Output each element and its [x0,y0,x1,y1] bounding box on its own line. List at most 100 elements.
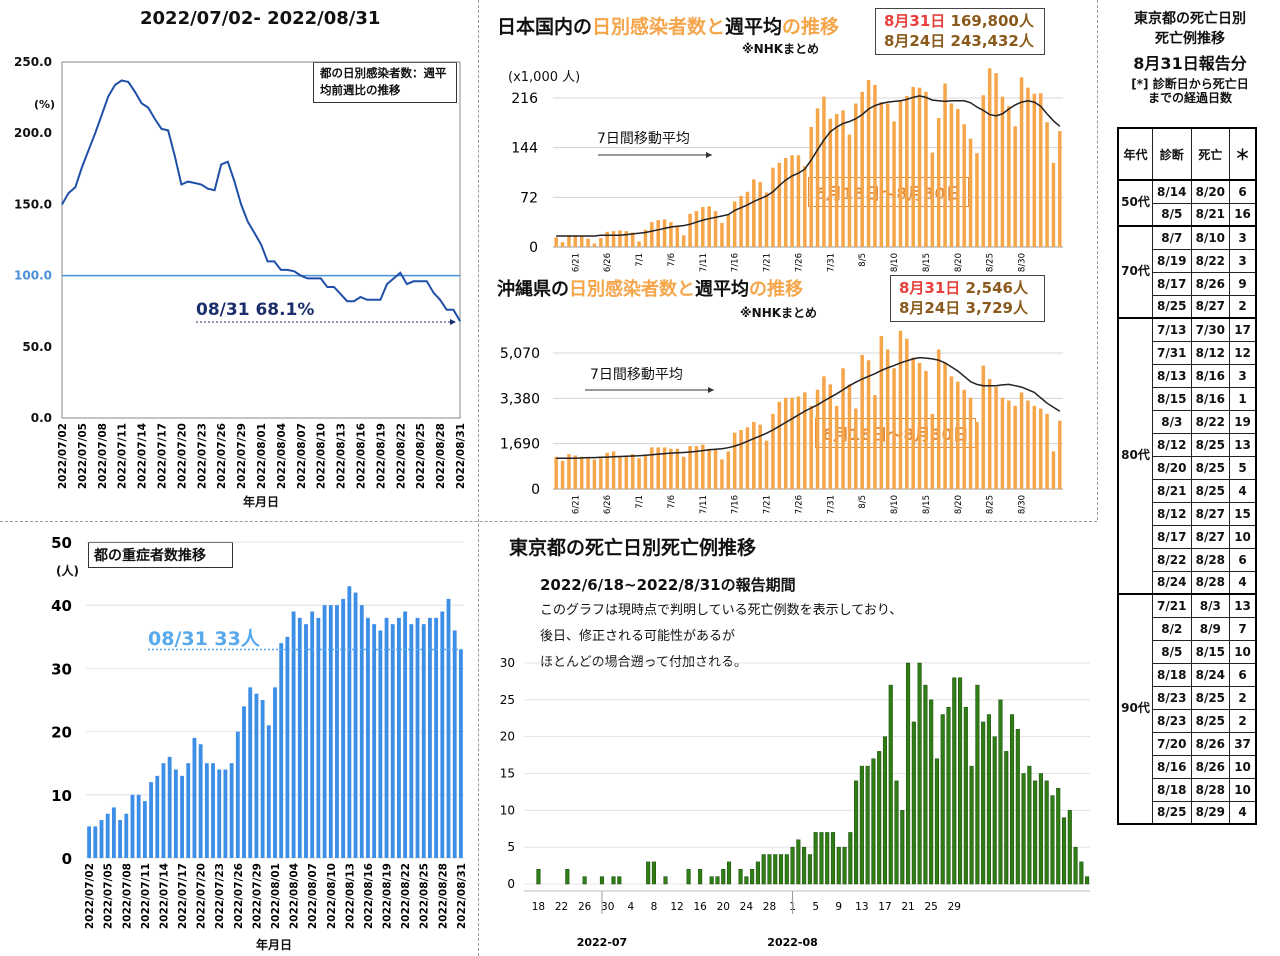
tl-data-point [114,84,116,86]
bl-bar [397,617,401,858]
diagnosis-date-cell: 8/23 [1152,708,1192,733]
bm-ytick-label: 10 [500,803,515,817]
ok-bar [783,397,788,489]
bl-bar [366,617,370,858]
death-date-cell: 8/26 [1190,754,1231,779]
bl-bar [353,592,358,858]
bl-xtick-label: 2022/08/25 [419,863,431,929]
bm-bar [761,854,766,885]
bm-bar [686,869,691,885]
bl-bar [297,617,302,858]
tl-data-point [87,149,90,151]
tl-data-point [273,260,275,262]
tl-data-point [366,299,368,301]
bm-bar [536,869,541,885]
diagnosis-date-cell: 8/14 [1152,179,1192,204]
tl-data-point [432,292,435,294]
diagnosis-date-cell: 8/21 [1152,478,1192,503]
tl-data-point [333,286,335,288]
tm-bar [764,192,769,247]
ok-bar [720,459,724,489]
tm-bar [643,229,648,247]
tl-data-point [293,270,295,272]
bl-bar [440,611,445,858]
tl-xtick-label: 2022/07/26 [216,423,228,489]
bm-bar [842,846,847,885]
ok-bar [739,429,743,489]
tl-data-point [353,300,355,302]
tm-ytick-label: 216 [511,91,538,107]
tl-xtick-label: 2022/08/10 [316,423,328,489]
bm-bar [888,684,893,885]
tm-xtick-label: 8/20 [954,253,964,272]
tm-bar [739,195,743,247]
bl-xtick-label: 2022/07/20 [196,863,208,929]
diagnosis-date-cell: 8/5 [1152,202,1192,227]
ok-bar [701,444,705,489]
ok-bar [732,432,737,489]
tm-ytick-label: 0 [529,240,538,256]
bl-bar [415,617,420,858]
days-cell: 9 [1229,271,1258,296]
death-table-row: 7/31 8/12 12 [1118,340,1258,365]
tm-bar [611,231,616,247]
bl-bar [167,756,172,858]
ok-bar [860,354,864,489]
ok-bar [758,424,762,489]
bl-bar [198,744,203,858]
bm-period: 2022/6/18~2022/8/31の報告期間 [540,576,796,594]
death-date-cell: 8/26 [1190,731,1231,756]
ok-bar [917,362,922,489]
bl-ytick-label: 40 [51,597,72,615]
tl-data-point [240,203,242,205]
bm-bar [819,832,824,885]
tm-title-part3: 週平均 [725,16,783,38]
bm-bar [969,765,974,885]
bm-ytick-label: 5 [507,840,515,854]
bm-note-2: 後日、修正される可能性があるが [540,629,736,644]
ok-title-part3: 週平均 [695,279,749,300]
rt-title-1: 東京都の死亡日別 [1134,11,1246,27]
days-cell: 5 [1229,455,1258,480]
bm-bar [1009,714,1015,885]
bm-bar [755,861,760,885]
ok-bar [930,413,935,489]
tl-xtick-label: 2022/08/31 [455,423,467,489]
tm-bar [860,91,864,248]
diagnosis-date-cell: 8/19 [1152,248,1192,273]
ok-title-part4: の推移 [749,279,803,300]
divider-horizontal [0,521,1097,522]
tl-data-point [306,277,309,280]
bl-bar [192,737,197,858]
bm-bar [998,699,1003,885]
ok-bar [822,376,826,489]
tl-xtick-label: 2022/07/14 [137,423,149,489]
tm-bar [681,235,686,247]
bl-bar [155,775,160,858]
header-diagnosis: 診断 [1152,127,1192,181]
ok-bar [1032,405,1037,489]
bm-bar [929,699,934,885]
ok-prev-date: 8月24日 [899,299,961,318]
bm-bar [784,854,789,885]
bl-xtick-label: 2022/08/16 [363,863,375,929]
death-date-cell: 8/28 [1190,777,1231,802]
bm-bar [911,721,916,885]
tm-xtick-label: 8/15 [922,253,932,272]
tl-data-point [101,114,103,116]
bl-xtick-label: 2022/07/11 [140,863,152,929]
bm-bar [923,684,928,885]
rt-title-2: 死亡例推移 [1155,30,1225,47]
tl-data-point [412,280,415,282]
tm-xtick-label: 7/11 [699,253,709,272]
tl-annotation-arrowhead [450,319,456,325]
tm-source: ※NHKまとめ [742,42,820,56]
age-group-cell: 50代 [1117,179,1153,227]
ok-bar [560,460,565,489]
tm-xtick-label: 7/31 [826,253,836,272]
ok-bar [828,384,833,489]
tm-xtick-label: 7/26 [794,253,804,272]
bm-bar [934,758,939,885]
death-date-cell: 8/24 [1190,662,1231,687]
bl-bar [390,624,395,858]
